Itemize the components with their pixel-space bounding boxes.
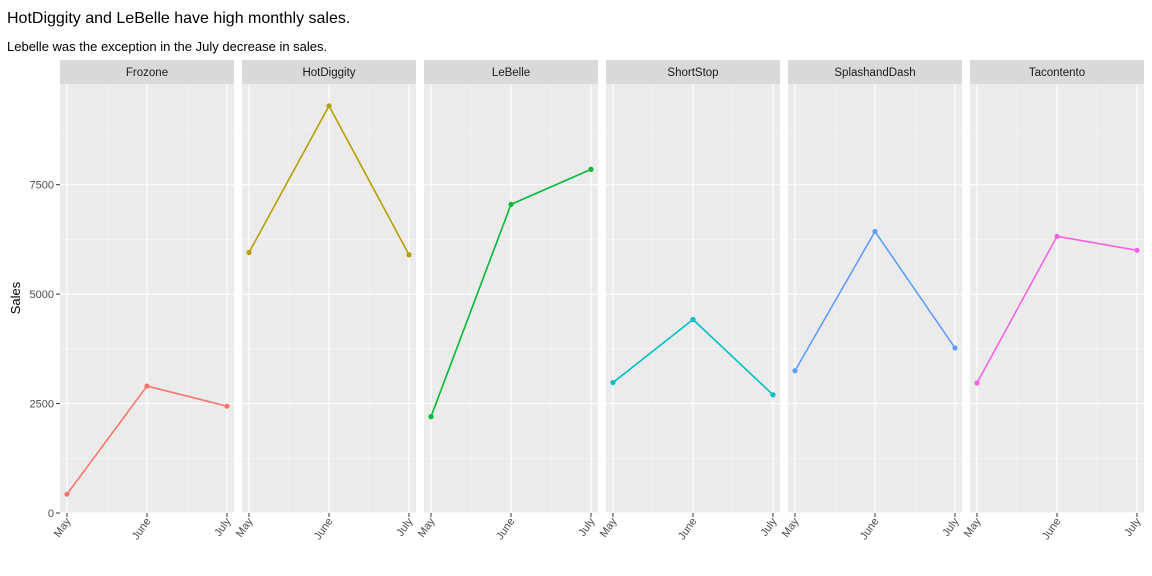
facet-strip-label: Tacontento [1029,67,1085,79]
data-point-may [246,249,252,256]
data-point-june [690,316,696,323]
facet-shortstop: ShortStop May June July [598,60,780,542]
x-tick-label: July [394,515,415,538]
facet-lebelle: LeBelle May June July [416,60,598,542]
data-point-july [952,345,958,351]
series-line-segment [66,385,148,495]
data-point-may [610,379,616,386]
series-line-segment [146,385,228,407]
facet-strip-label: LeBelle [492,67,530,79]
data-point-july [770,392,776,398]
data-point-june [508,201,514,207]
data-point-july [588,166,594,172]
x-tick-label: May [780,515,802,539]
series-line-segment [328,105,410,256]
y-tick-label-0: 0 [48,508,54,520]
series-line-segment [976,235,1058,384]
data-point-july [406,252,412,258]
x-tick-label: June [1040,516,1064,542]
data-point-may [792,368,798,374]
chart-title: HotDiggity and LeBelle have high monthly… [7,10,350,27]
data-point-june [144,383,150,389]
facet-hotdiggity: HotDiggity May June July [234,60,416,542]
data-point-june [872,228,878,235]
facet-frozone: Frozone May June July [52,60,234,542]
x-tick-label: July [940,515,961,538]
x-tick-label: May [416,515,438,539]
x-tick-label: July [576,515,597,538]
facet-strip-label: Frozone [126,67,168,79]
facet-strip [242,60,416,84]
series-line-segment [612,318,694,384]
series-line-segment [510,168,592,206]
facet-strip-label: HotDiggity [302,67,355,79]
x-tick-label: July [758,515,779,538]
series-line-segment [248,105,330,253]
facet-strip [60,60,234,84]
series-line-segment [794,231,876,372]
y-axis-title: Sales [8,281,23,314]
x-tick-label: May [962,515,984,539]
facet-strip [606,60,780,84]
data-point-june [1054,233,1060,239]
x-tick-label: July [1122,515,1143,538]
facet-strip [788,60,962,84]
x-tick-label: July [212,515,233,538]
facet-strip [970,60,1144,84]
x-tick-label: May [598,515,620,539]
series-line-segment [1056,235,1138,252]
facet-strip-label: ShortStop [667,67,718,79]
facet-tacontento: Tacontento May June July [962,60,1144,542]
series-line-segment [430,204,512,417]
y-axis: 0 2500 5000 7500 [30,180,60,520]
series-line-segment [692,318,774,396]
y-tick-label-3: 7500 [30,180,54,192]
x-tick-label: May [52,515,74,539]
data-point-july [224,403,230,409]
series-line-segment [874,231,956,349]
data-point-may [64,491,70,497]
data-point-may [428,414,434,420]
data-point-july [1134,247,1140,253]
facet-splashanddash: SplashandDash May June July [780,60,962,542]
x-tick-label: May [234,515,256,539]
x-tick-label: June [676,516,700,542]
x-tick-label: June [130,516,154,542]
x-tick-label: June [494,516,518,542]
x-tick-label: June [312,516,336,542]
facet-strip [424,60,598,84]
facet-strip-label: SplashandDash [834,67,915,79]
y-tick-label-1: 2500 [30,399,54,411]
x-tick-label: June [858,516,882,542]
chart-subtitle: Lebelle was the exception in the July de… [7,39,327,54]
data-point-june [326,103,332,109]
data-point-may [974,380,980,386]
y-tick-label-2: 5000 [30,289,54,301]
